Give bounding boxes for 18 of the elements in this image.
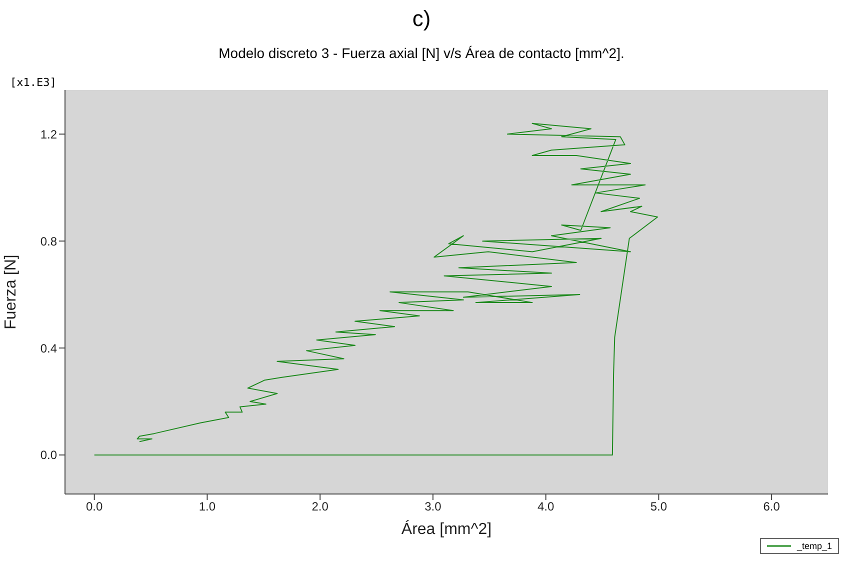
line-series [94, 122, 658, 456]
y-tick-label: 1.2 [40, 127, 58, 142]
x-tick-label: 2.0 [312, 500, 329, 514]
x-tick-label: 6.0 [763, 500, 780, 514]
x-tick-label: 4.0 [537, 500, 554, 514]
x-tick-label: 0.0 [86, 500, 104, 514]
y-axis-title: Fuerza [N] [2, 254, 20, 330]
chart-subtitle: Modelo discreto 3 - Fuerza axial [N] v/s Área de contacto [mm^2]. [218, 45, 626, 61]
x-axis-title: Área [mm^2] [401, 520, 492, 538]
x-tick-label: 5.0 [650, 500, 668, 514]
y-tick-label: 0.8 [40, 234, 58, 248]
chart-title: c) [411, 6, 432, 32]
x-tick-label: 3.0 [424, 500, 442, 514]
y-tick-label: 0.4 [40, 341, 58, 356]
legend-label: _temp_1 [796, 541, 832, 551]
x-tick-label: 1.0 [198, 500, 216, 514]
y-tick-label: 0.0 [40, 448, 58, 462]
text: [x1.E3] [10, 76, 56, 89]
